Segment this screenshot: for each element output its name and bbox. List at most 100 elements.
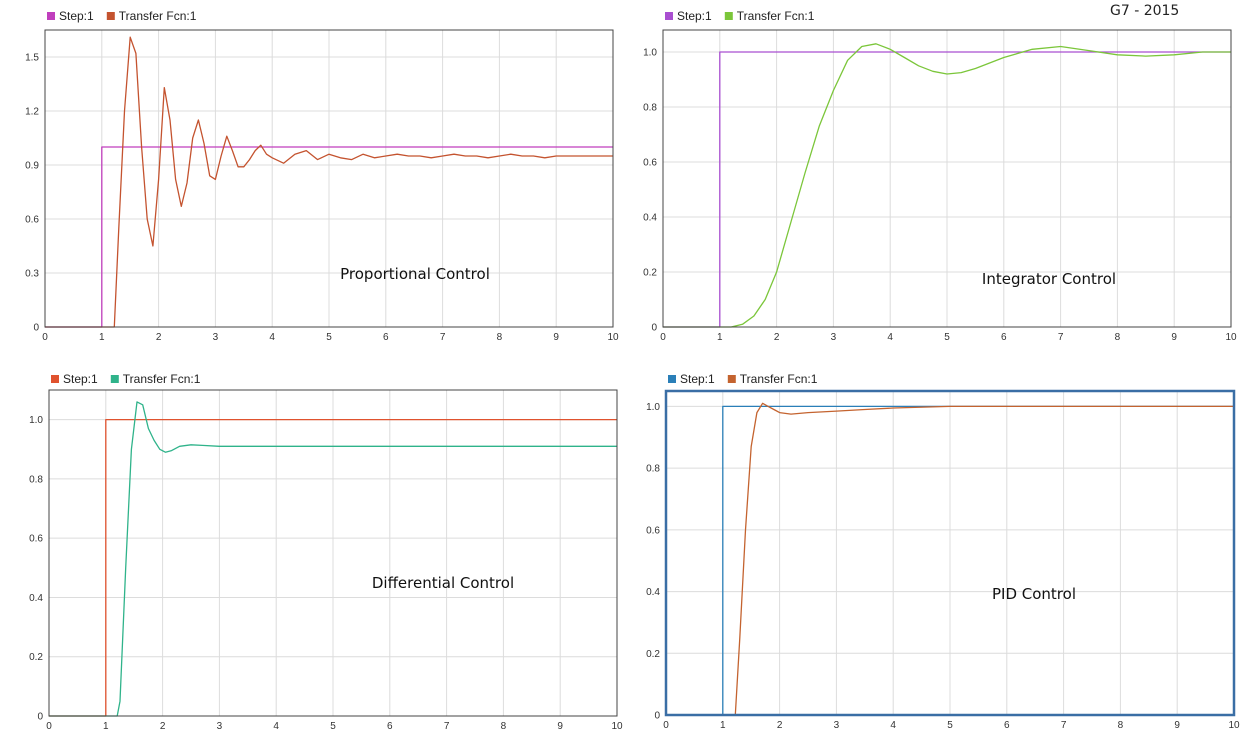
x-tick-label: 0 (42, 332, 48, 343)
x-tick-label: 0 (46, 721, 52, 732)
legend-swatch-transfer-fcn (727, 375, 736, 383)
legend-label-step: Step:1 (680, 372, 715, 386)
legend-label-transfer-fcn: Transfer Fcn:1 (740, 372, 818, 386)
scope-panel-1: 0 1 2 3 4 5 6 7 8 9 10 0 0.3 0.6 0.9 1.2 1.5 Step:1 Transf… (25, 9, 619, 343)
y-tick-label: 0 (651, 323, 657, 334)
y-tick-label: 0.8 (29, 474, 43, 485)
y-tick-label: 0.2 (29, 652, 43, 663)
x-tick-label: 0 (660, 332, 666, 343)
plot-annotation: Integrator Control (982, 270, 1116, 288)
x-tick-label: 3 (834, 720, 840, 731)
plot-annotation: PID Control (992, 585, 1076, 603)
y-tick-label: 1.2 (25, 107, 39, 118)
legend-swatch-step (47, 12, 55, 20)
x-tick-label: 5 (330, 721, 336, 732)
x-tick-label: 4 (273, 721, 279, 732)
y-tick-label: 1.0 (29, 415, 43, 426)
x-tick-label: 6 (1004, 720, 1010, 731)
legend-label-step: Step:1 (677, 9, 712, 23)
x-tick-label: 1 (99, 332, 105, 343)
plot-frame (48, 389, 618, 717)
y-tick-label: 0.4 (646, 587, 660, 598)
x-tick-label: 1 (717, 332, 723, 343)
series-line-transfer-fcn (45, 36, 613, 328)
x-tick-label: 6 (1001, 332, 1007, 343)
x-tick-label: 9 (1174, 720, 1180, 731)
y-tick-label: 1.5 (25, 53, 39, 64)
legend-label-step: Step:1 (63, 372, 98, 386)
legend-label-transfer-fcn: Transfer Fcn:1 (737, 9, 815, 23)
y-tick-label: 0.2 (643, 268, 657, 279)
y-tick-label: 0.6 (643, 158, 657, 169)
x-tick-label: 8 (497, 332, 503, 343)
y-tick-label: 0 (654, 711, 660, 722)
legend-swatch-transfer-fcn (724, 12, 733, 20)
x-tick-label: 3 (831, 332, 837, 343)
x-tick-label: 5 (947, 720, 953, 731)
plot-annotation: Differential Control (372, 574, 514, 592)
y-tick-label: 0 (33, 323, 39, 334)
x-tick-label: 2 (777, 720, 783, 731)
x-tick-label: 8 (501, 721, 507, 732)
y-tick-label: 0.8 (643, 103, 657, 114)
x-tick-label: 6 (383, 332, 389, 343)
x-tick-label: 2 (156, 332, 162, 343)
legend-swatch-transfer-fcn (106, 12, 115, 20)
x-tick-label: 7 (1058, 332, 1064, 343)
y-tick-label: 0 (37, 712, 43, 723)
legend-swatch-step (665, 12, 673, 20)
y-tick-label: 0.2 (646, 649, 660, 660)
x-tick-label: 7 (444, 721, 450, 732)
series-line-transfer-fcn (666, 402, 1234, 716)
x-tick-label: 3 (217, 721, 223, 732)
x-tick-label: 4 (269, 332, 275, 343)
x-tick-label: 10 (1225, 332, 1237, 343)
x-tick-label: 5 (944, 332, 950, 343)
x-tick-label: 4 (890, 720, 896, 731)
plot-annotation: Proportional Control (340, 265, 490, 283)
legend-label-step: Step:1 (59, 9, 94, 23)
x-tick-label: 10 (611, 721, 623, 732)
x-tick-label: 8 (1115, 332, 1121, 343)
x-tick-label: 9 (1171, 332, 1177, 343)
plot-frame (664, 389, 1236, 717)
x-tick-label: 10 (1228, 720, 1240, 731)
x-tick-label: 3 (213, 332, 219, 343)
x-tick-label: 2 (774, 332, 780, 343)
legend-swatch-step (668, 375, 676, 383)
scope-panel-4: 0 1 2 3 4 5 6 7 8 9 10 0 0.2 0.4 0.6 0.8 1.0 Step:1 Transf… (646, 372, 1240, 731)
y-tick-label: 1.0 (646, 402, 660, 413)
x-tick-label: 5 (326, 332, 332, 343)
x-tick-label: 2 (160, 721, 166, 732)
x-tick-label: 6 (387, 721, 393, 732)
x-tick-label: 8 (1118, 720, 1124, 731)
scope-panel-3: 0 1 2 3 4 5 6 7 8 9 10 0 0.2 0.4 0.6 0.8 1.0 Step:1 Transf… (29, 372, 623, 732)
watermark-label: G7 - 2015 (1110, 3, 1180, 19)
x-tick-label: 10 (607, 332, 619, 343)
legend-label-transfer-fcn: Transfer Fcn:1 (119, 9, 197, 23)
y-tick-label: 0.8 (646, 464, 660, 475)
y-tick-label: 0.9 (25, 161, 39, 172)
y-tick-label: 0.6 (29, 534, 43, 545)
plot-frame (44, 29, 614, 328)
x-tick-label: 9 (557, 721, 563, 732)
y-tick-label: 0.6 (25, 215, 39, 226)
legend-swatch-transfer-fcn (110, 375, 119, 383)
legend-swatch-step (51, 375, 59, 383)
x-tick-label: 0 (663, 720, 669, 731)
series-line-transfer-fcn (49, 401, 617, 717)
x-tick-label: 7 (440, 332, 446, 343)
plot-frame (662, 29, 1232, 328)
x-tick-label: 9 (553, 332, 559, 343)
y-tick-label: 0.6 (646, 525, 660, 536)
series-line-transfer-fcn (663, 43, 1231, 328)
y-tick-label: 0.4 (643, 213, 657, 224)
y-tick-label: 0.3 (25, 269, 39, 280)
x-tick-label: 1 (720, 720, 726, 731)
x-tick-label: 4 (887, 332, 893, 343)
x-tick-label: 1 (103, 721, 109, 732)
legend-label-transfer-fcn: Transfer Fcn:1 (123, 372, 201, 386)
scope-panel-2: 0 1 2 3 4 5 6 7 8 9 10 0 0.2 0.4 0.6 0.8 1.0 Step:1 Transf… (643, 9, 1237, 343)
